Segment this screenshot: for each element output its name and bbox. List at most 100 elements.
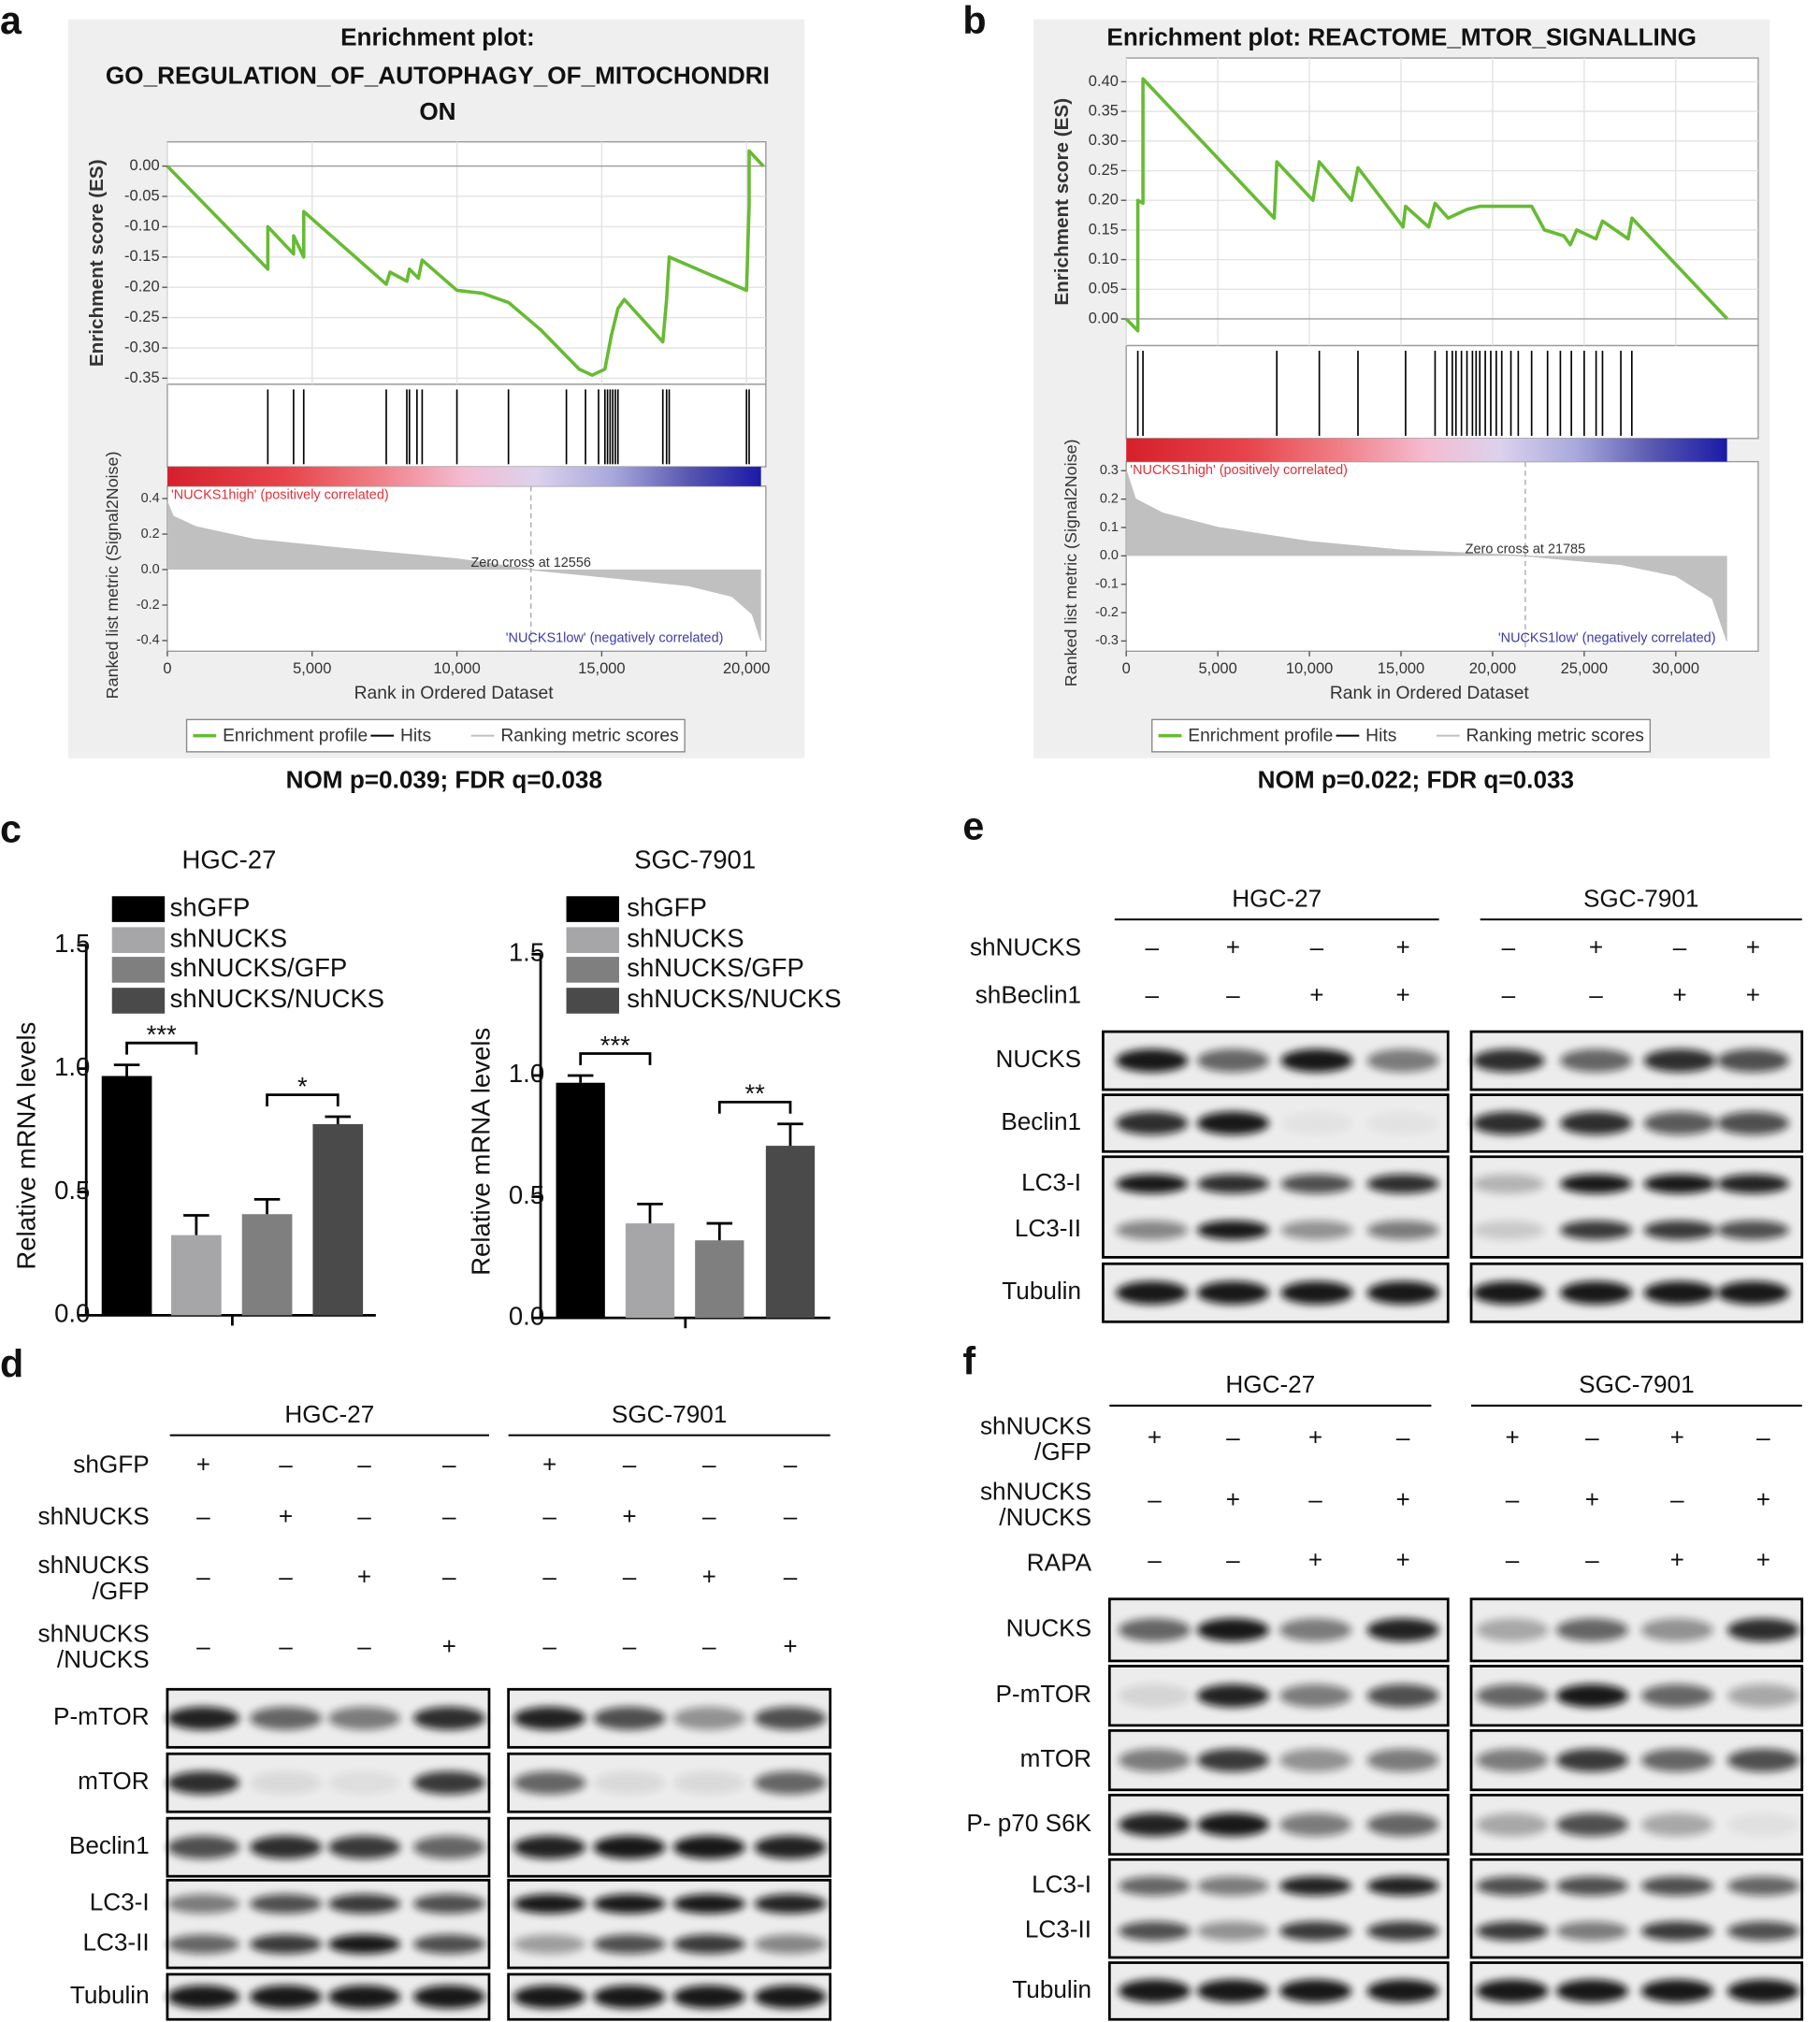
band bbox=[672, 1934, 745, 1955]
legend-label: shNUCKS/GFP bbox=[627, 953, 804, 982]
band bbox=[513, 1770, 586, 1795]
y-axis-label: Relative mRNA levels bbox=[466, 1028, 495, 1276]
band-label: P-mTOR bbox=[53, 1702, 150, 1730]
y-tick-label: 0.30 bbox=[1089, 131, 1119, 149]
band bbox=[1472, 1280, 1545, 1305]
band bbox=[1366, 1220, 1439, 1240]
band bbox=[1278, 1748, 1352, 1772]
x-tick-label: 20,000 bbox=[723, 659, 770, 677]
band bbox=[754, 1985, 827, 2009]
legend-label: shNUCKS/NUCKS bbox=[627, 984, 841, 1013]
y-tick-label: 0.00 bbox=[130, 156, 160, 174]
band bbox=[1196, 1748, 1269, 1772]
metric-line bbox=[1125, 470, 1728, 642]
condition-sign: – bbox=[357, 1451, 371, 1479]
condition-sign: + bbox=[1756, 1485, 1770, 1513]
band bbox=[1640, 1618, 1713, 1642]
condition-sign: + bbox=[1226, 1485, 1240, 1513]
band bbox=[249, 1835, 323, 1859]
band-label: LC3-I bbox=[1021, 1168, 1081, 1196]
condition-sign: + bbox=[1670, 1423, 1684, 1452]
band bbox=[1643, 1174, 1716, 1194]
band bbox=[513, 1706, 586, 1730]
band bbox=[166, 1835, 239, 1859]
condition-sign: – bbox=[1502, 933, 1516, 961]
y-tick-label: 0.25 bbox=[1089, 161, 1119, 179]
band bbox=[1472, 1048, 1545, 1073]
band bbox=[1366, 1921, 1439, 1942]
condition-sign: – bbox=[196, 1563, 210, 1591]
band bbox=[513, 1835, 586, 1859]
band bbox=[1716, 1048, 1789, 1073]
bar bbox=[241, 1214, 293, 1316]
band bbox=[1640, 1683, 1713, 1708]
blot-frame bbox=[166, 1878, 491, 1970]
band bbox=[1726, 1618, 1799, 1642]
band bbox=[1472, 1174, 1545, 1194]
condition-sign: + bbox=[542, 1451, 556, 1479]
band bbox=[1196, 1220, 1269, 1240]
band bbox=[412, 1835, 485, 1859]
band bbox=[1196, 1921, 1269, 1942]
condition-sign: – bbox=[702, 1502, 716, 1530]
condition-sign: – bbox=[196, 1632, 210, 1660]
band bbox=[1196, 1618, 1269, 1642]
band-label: Beclin1 bbox=[1001, 1107, 1081, 1135]
bar bbox=[695, 1240, 744, 1319]
y-tick-label: -0.15 bbox=[124, 247, 160, 265]
x-axis-label: Rank in Ordered Dataset bbox=[354, 684, 555, 703]
band bbox=[1555, 1876, 1628, 1896]
band bbox=[1640, 1748, 1713, 1772]
bar bbox=[625, 1223, 675, 1319]
legend-swatch bbox=[111, 988, 166, 1014]
band bbox=[1555, 1979, 1628, 2003]
legend-swatch bbox=[566, 988, 619, 1014]
band bbox=[593, 1894, 666, 1914]
condition-sign: – bbox=[542, 1563, 556, 1591]
bar bbox=[312, 1123, 364, 1316]
band bbox=[1196, 1979, 1269, 2003]
condition-sign: – bbox=[279, 1632, 293, 1660]
panel-label: b bbox=[962, 0, 986, 42]
y2-axis-label: Ranked list metric (Signal2Noise) bbox=[103, 452, 122, 700]
band bbox=[1640, 1921, 1713, 1942]
band bbox=[1640, 1813, 1713, 1837]
condition-sign: + bbox=[1505, 1423, 1519, 1452]
condition-sign: + bbox=[1395, 1546, 1409, 1574]
panel-label: a bbox=[0, 0, 22, 42]
band bbox=[1278, 1618, 1352, 1642]
condition-sign: – bbox=[623, 1563, 637, 1591]
band bbox=[1472, 1111, 1545, 1135]
band bbox=[1555, 1683, 1628, 1708]
band bbox=[249, 1894, 323, 1914]
blot-frame bbox=[1107, 1857, 1450, 1959]
band bbox=[1118, 1683, 1192, 1708]
band bbox=[1716, 1174, 1789, 1194]
band bbox=[1278, 1876, 1352, 1896]
high-label: 'NUCKS1high' (positively correlated) bbox=[171, 487, 389, 502]
y-tick-label: 0.10 bbox=[1089, 250, 1119, 267]
enrichment-profile bbox=[1124, 77, 1729, 333]
x-tick-label: 20,000 bbox=[1469, 659, 1516, 677]
blot-frame bbox=[1102, 1155, 1450, 1259]
condition-sign: + bbox=[279, 1502, 293, 1530]
condition-sign: – bbox=[542, 1632, 556, 1660]
band bbox=[1726, 1921, 1799, 1942]
y-tick-label: 0.5 bbox=[509, 1180, 544, 1209]
condition-label: /NUCKS bbox=[999, 1503, 1091, 1531]
band bbox=[1116, 1280, 1189, 1305]
significance-bracket bbox=[125, 1041, 198, 1055]
band-label: NUCKS bbox=[1006, 1614, 1091, 1642]
y-tick-label: 0.20 bbox=[1089, 191, 1119, 209]
band bbox=[1278, 1921, 1352, 1942]
y2-tick-label: -0.2 bbox=[1095, 605, 1119, 620]
band bbox=[754, 1706, 827, 1730]
band bbox=[1118, 1618, 1192, 1642]
band bbox=[754, 1770, 827, 1795]
band bbox=[1643, 1111, 1716, 1135]
legend-label: shGFP bbox=[170, 892, 251, 921]
y-tick-label: 0.05 bbox=[1089, 280, 1119, 297]
band-label: mTOR bbox=[78, 1767, 149, 1795]
y-tick-label: -0.35 bbox=[124, 368, 160, 386]
